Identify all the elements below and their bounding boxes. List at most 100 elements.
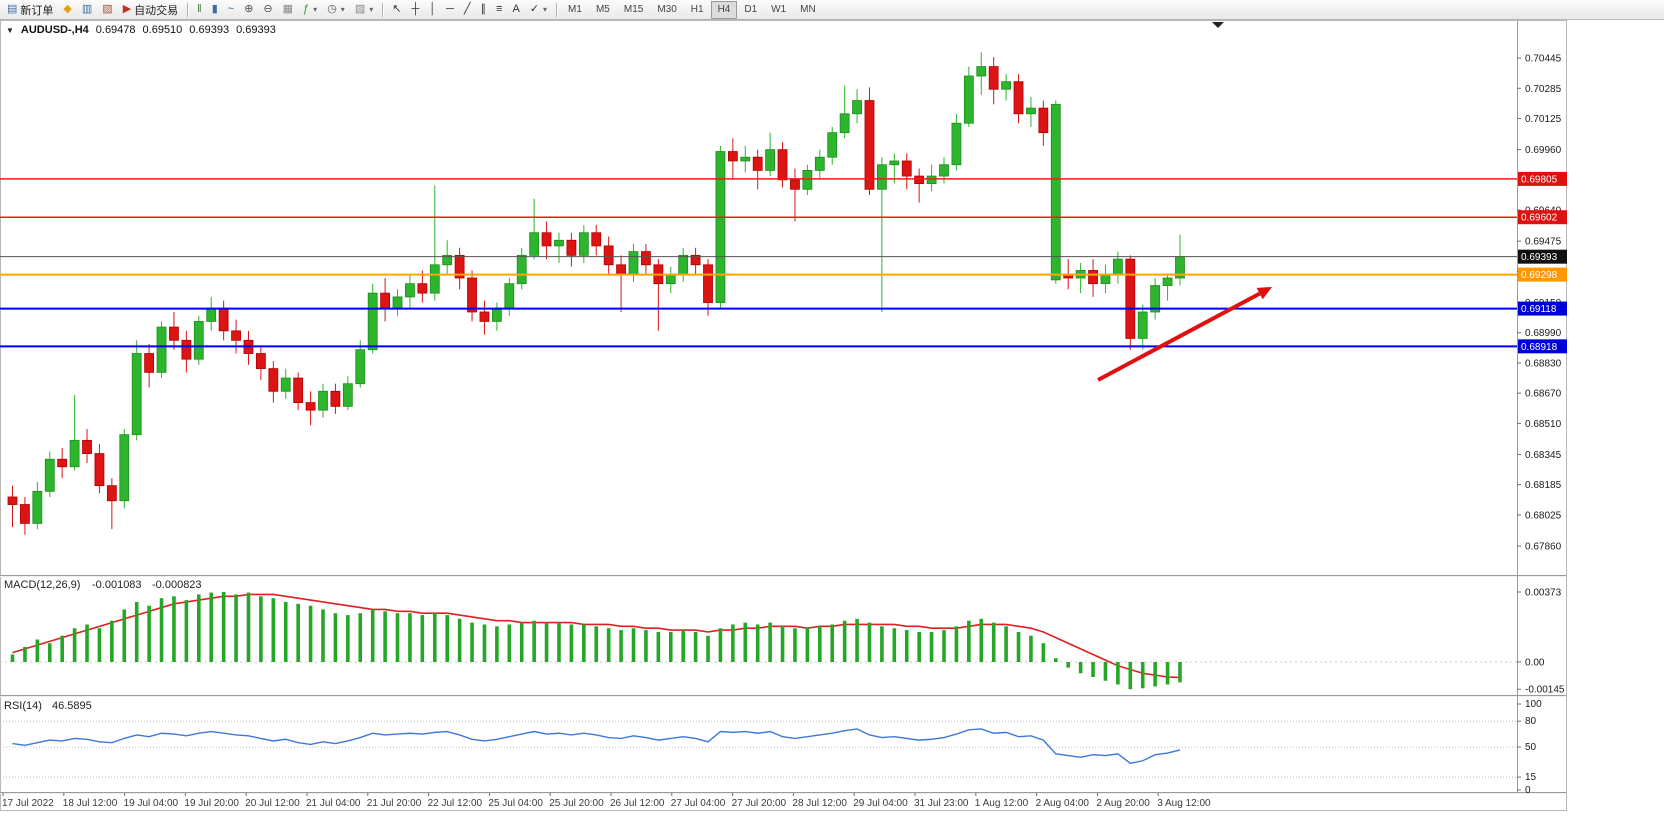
timeframe-d1-button-label: D1: [744, 4, 758, 15]
chart-shift-marker[interactable]: [1212, 22, 1224, 28]
candlestick-type-button[interactable]: ▮: [207, 1, 223, 19]
svg-text:2 Aug 20:00: 2 Aug 20:00: [1096, 798, 1150, 809]
toolbar-separator: [187, 2, 189, 17]
channel-tool-button[interactable]: ∥: [476, 1, 492, 19]
svg-text:21 Jul 20:00: 21 Jul 20:00: [367, 798, 422, 809]
svg-text:46.5895: 46.5895: [52, 700, 92, 712]
bar-chart-type-button[interactable]: ‖: [192, 1, 207, 19]
timeframe-m30-button[interactable]: M30: [650, 1, 683, 19]
svg-text:15: 15: [1525, 772, 1537, 783]
timeframe-mn-button-label: MN: [800, 4, 816, 15]
zoom-in-button[interactable]: ⊕: [239, 1, 258, 19]
time-axis[interactable]: 17 Jul 2022 18 Jul 12:00 19 Jul 04:00 19 Ju…: [2, 793, 1211, 809]
svg-text:0.69602: 0.69602: [1521, 213, 1558, 224]
indicators-icon: ƒ: [303, 3, 310, 15]
svg-text:20 Jul 12:00: 20 Jul 12:00: [245, 798, 300, 809]
svg-text:19 Jul 04:00: 19 Jul 04:00: [124, 798, 179, 809]
macd-panel: 0.00373 0.00 -0.00145: [0, 588, 1565, 696]
text-tool-button[interactable]: A: [507, 1, 524, 19]
svg-text:0.68670: 0.68670: [1525, 389, 1562, 400]
chevron-down-icon: ▾: [369, 5, 374, 14]
candles-layer: [7, 52, 1185, 535]
text-icon: A: [512, 3, 520, 15]
timeframe-h4-button[interactable]: H4: [710, 0, 738, 19]
chart-high-value: 0.69510: [142, 24, 183, 36]
chevron-down-icon: ▾: [543, 5, 548, 14]
svg-text:-0.00145: -0.00145: [1525, 685, 1565, 696]
svg-text:0.69393: 0.69393: [1521, 252, 1558, 263]
price-tag-0.69118: 0.69118: [1518, 301, 1567, 316]
svg-text:19 Jul 20:00: 19 Jul 20:00: [184, 798, 239, 809]
arrows-tool-button[interactable]: ✓ ▾: [525, 1, 552, 19]
trendline-tool-button[interactable]: ╱: [459, 1, 476, 19]
chart-menu-triangle-icon[interactable]: ▼: [6, 25, 14, 35]
autotrading-icon: ▶: [122, 3, 132, 15]
periods-button[interactable]: ◷ ▾: [322, 1, 350, 19]
trendline-icon: ╱: [463, 3, 471, 15]
fibonacci-icon: ≡: [496, 3, 503, 15]
svg-text:3 Aug 12:00: 3 Aug 12:00: [1157, 798, 1211, 809]
svg-text:0.69960: 0.69960: [1525, 145, 1562, 156]
svg-text:0.70125: 0.70125: [1525, 114, 1562, 125]
terminal-button[interactable]: ▧: [97, 1, 117, 19]
svg-text:0: 0: [1525, 785, 1531, 796]
timeframe-w1-button[interactable]: W1: [764, 1, 793, 19]
vertical-line-icon: │: [429, 3, 437, 15]
timeframe-h4-button-label: H4: [717, 4, 731, 15]
price-tag-0.69298: 0.69298: [1518, 267, 1567, 282]
svg-text:0.68510: 0.68510: [1525, 419, 1562, 430]
zoom-out-button[interactable]: ⊖: [258, 1, 277, 19]
svg-text:21 Jul 04:00: 21 Jul 04:00: [306, 798, 361, 809]
line-icon: ~: [227, 3, 235, 15]
timeframe-m1-button[interactable]: M1: [561, 1, 589, 19]
chart-symbol-period-label: AUDUSD-,H4: [20, 24, 89, 36]
svg-text:0.67860: 0.67860: [1525, 542, 1562, 553]
rsi-line: [12, 728, 1181, 765]
svg-text:RSI(14): RSI(14): [4, 700, 42, 712]
line-chart-type-button[interactable]: ~: [223, 1, 239, 19]
timeframe-d1-button[interactable]: D1: [737, 1, 764, 19]
svg-text:-0.001083: -0.001083: [92, 579, 142, 591]
autotrading-button-label: 自动交易: [134, 4, 179, 17]
terminal-icon: ▧: [102, 3, 113, 15]
svg-text:18 Jul 12:00: 18 Jul 12:00: [63, 798, 118, 809]
trend-arrow[interactable]: [1097, 287, 1272, 382]
autotrading-button[interactable]: ▶ 自动交易: [118, 1, 183, 19]
timeframe-m15-button-label: M15: [623, 4, 644, 15]
main-toolbar: ▤ 新订单 ◆ ▥ ▧ ▶ 自动交易 ‖ ▮ ~ ⊕ ⊖ ▦ ƒ ▾ ◷ ▾ ▨ ▾ ↖ ┼ │ ─ ╱ ∥ ≡ A ✓ ▾ M1 M5 M1…: [0, 0, 1664, 20]
fibonacci-tool-button[interactable]: ≡: [491, 1, 507, 19]
timeframe-m15-button[interactable]: M15: [617, 1, 650, 19]
svg-text:1 Aug 12:00: 1 Aug 12:00: [975, 798, 1029, 809]
svg-text:0.68830: 0.68830: [1525, 358, 1562, 369]
alert-sound-button[interactable]: ◆: [58, 1, 76, 19]
toolbar-separator: [556, 2, 558, 17]
svg-text:28 Jul 12:00: 28 Jul 12:00: [792, 798, 847, 809]
indicators-button[interactable]: ƒ ▾: [298, 1, 322, 19]
crosshair-tool-button[interactable]: ┼: [406, 1, 424, 19]
new-order-button-label: 新订单: [20, 4, 54, 17]
timeframe-mn-button[interactable]: MN: [793, 1, 823, 19]
templates-button[interactable]: ▨ ▾: [350, 1, 378, 19]
new-order-button[interactable]: ▤ 新订单: [2, 1, 58, 19]
svg-text:0.68990: 0.68990: [1525, 328, 1562, 339]
cursor-tool-button[interactable]: ↖: [387, 1, 406, 19]
chevron-down-icon: ▾: [340, 5, 345, 14]
svg-text:27 Jul 04:00: 27 Jul 04:00: [671, 798, 726, 809]
toolbar-separator: [382, 2, 384, 17]
horizontal-line-icon: ─: [446, 3, 454, 15]
price-tag-0.68918: 0.68918: [1518, 339, 1567, 354]
current-price-tag: 0.69393: [1518, 249, 1567, 264]
price-tag-0.69602: 0.69602: [1518, 210, 1567, 225]
timeframe-h1-button[interactable]: H1: [684, 1, 711, 19]
horizontal-line-tool-button[interactable]: ─: [441, 1, 459, 19]
svg-text:26 Jul 12:00: 26 Jul 12:00: [610, 798, 665, 809]
crosshair-icon: ┼: [411, 3, 420, 15]
svg-text:0.69475: 0.69475: [1525, 237, 1562, 248]
vertical-line-tool-button[interactable]: │: [424, 1, 441, 19]
timeframe-m5-button[interactable]: M5: [589, 1, 617, 19]
market-watch-button[interactable]: ▥: [77, 1, 97, 19]
tile-windows-button[interactable]: ▦: [278, 1, 298, 19]
svg-text:0.69805: 0.69805: [1521, 174, 1558, 185]
chevron-down-icon: ▾: [313, 5, 318, 14]
